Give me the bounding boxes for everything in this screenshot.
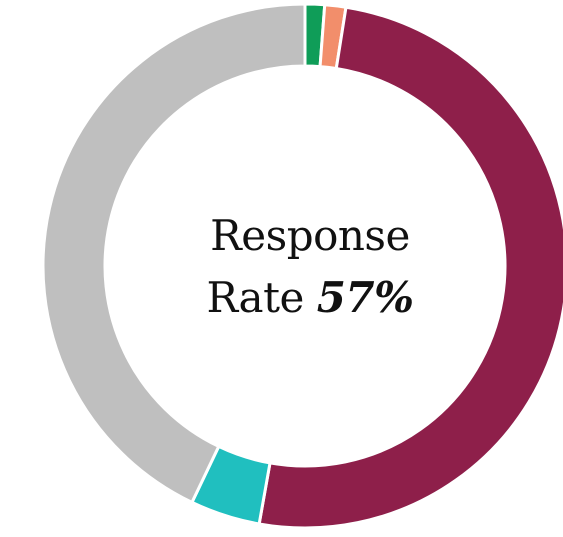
donut-slice-3	[257, 5, 563, 530]
center-label: Response Rate 57%	[150, 205, 470, 329]
center-label-line1: Response	[210, 211, 410, 260]
center-label-line2: Rate 57%	[150, 267, 470, 329]
response-rate-value: 57%	[316, 273, 414, 322]
center-label-rate: Rate	[206, 273, 304, 322]
donut-slice-5	[41, 2, 307, 505]
donut-slices	[41, 2, 563, 530]
